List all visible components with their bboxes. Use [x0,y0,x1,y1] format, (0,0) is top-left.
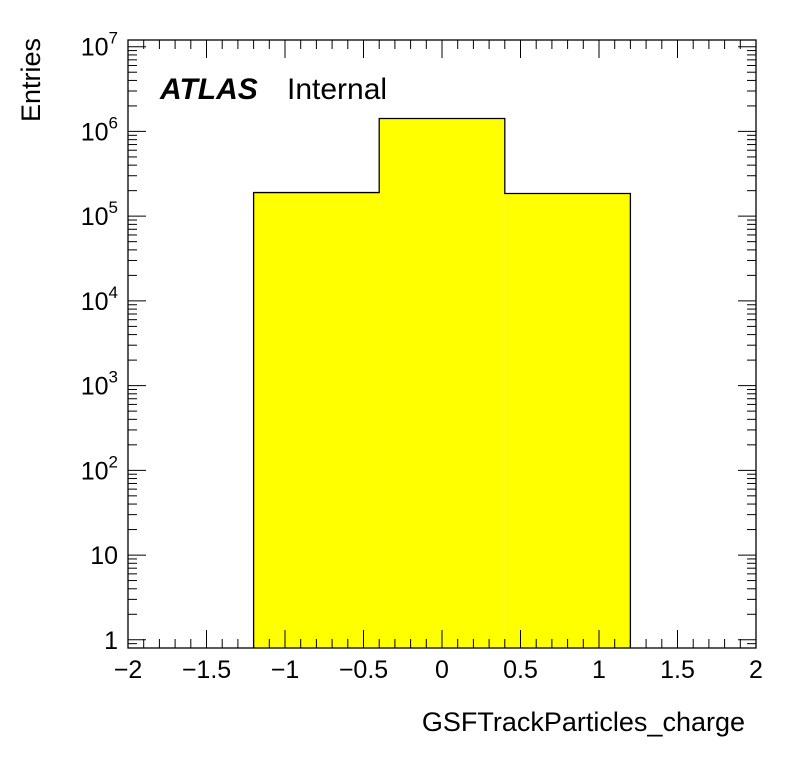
histogram-outline [252,117,632,648]
y-axis-title: Entries [16,38,46,122]
ticks-layer [127,40,757,648]
x-tick-label: −0.5 [339,656,388,684]
x-tick-label: −1 [271,656,300,684]
x-tick-label: 2 [749,656,763,684]
histogram-bar [253,192,380,648]
y-tick-base: 1 [104,627,118,655]
y-tick-label: 104 [81,283,118,316]
y-tick-label: 103 [81,368,118,401]
y-tick-base: 10 [81,34,109,62]
y-tick-exponent: 2 [109,452,118,471]
y-tick-exponent: 7 [109,29,118,48]
y-tick-label: 102 [81,452,118,485]
y-tick-base: 10 [81,457,109,485]
y-tick-base: 10 [81,373,109,401]
atlas-label: ATLAS [159,73,258,106]
internal-label: Internal [287,73,387,106]
y-tick-base: 10 [81,288,109,316]
y-tick-exponent: 4 [109,283,118,302]
y-tick-label: 107 [81,29,118,62]
y-tick-exponent: 5 [109,198,118,217]
y-tick-base: 10 [81,203,109,231]
y-tick-label: 1 [104,627,118,655]
y-tick-exponent: 6 [109,113,118,132]
x-tick-label: 0 [435,656,449,684]
tick-labels-layer: −2 −1.5 −1 −0.5 0 0.5 1 1.5 21101021031041051061… [81,29,763,684]
y-tick-label: 105 [81,198,118,231]
bars-layer [252,117,632,649]
x-tick-label: −2 [114,656,143,684]
x-axis-title: GSFTrackParticles_charge [422,707,745,737]
y-tick-label: 106 [81,113,118,146]
x-tick-label: 1.5 [660,656,695,684]
x-tick-label: −1.5 [182,656,231,684]
x-tick-label: 0.5 [503,656,538,684]
plot-frame [127,39,757,649]
histogram-bar [379,118,505,648]
y-tick-base: 10 [81,118,109,146]
x-tick-label: 1 [592,656,606,684]
y-tick-exponent: 3 [109,368,118,387]
y-tick-label: 10 [90,542,118,570]
histogram-bar [504,193,631,649]
y-tick-base: 10 [90,542,118,570]
